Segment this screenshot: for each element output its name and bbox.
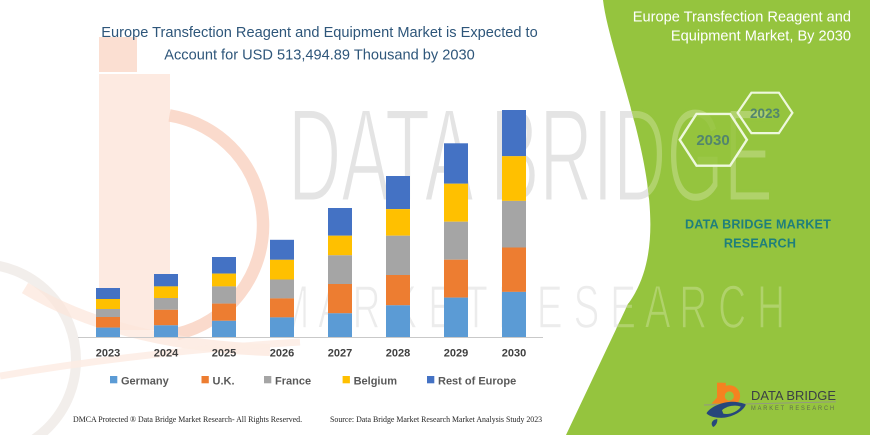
svg-text:2026: 2026 [270,348,294,360]
svg-text:Germany: Germany [121,376,170,388]
svg-text:Account for USD 513,494.89 Tho: Account for USD 513,494.89 Thousand by 2… [164,48,474,64]
svg-text:DATA BRIDGE: DATA BRIDGE [751,388,836,403]
svg-text:Europe Transfection Reagent an: Europe Transfection Reagent and [633,10,851,26]
svg-text:Belgium: Belgium [354,376,398,388]
svg-text:MARKET RESEARCH: MARKET RESEARCH [751,406,836,412]
svg-text:RESEARCH: RESEARCH [724,237,796,251]
svg-text:Equipment Market, By 2030: Equipment Market, By 2030 [671,29,851,45]
svg-text:2030: 2030 [696,132,729,149]
svg-text:Europe Transfection Reagent an: Europe Transfection Reagent and Equipmen… [101,25,537,41]
svg-text:Source: Data Bridge Market Res: Source: Data Bridge Market Research Mark… [330,415,542,424]
svg-text:2029: 2029 [444,348,468,360]
svg-text:2023: 2023 [96,348,120,360]
svg-text:DATA BRIDGE MARKET: DATA BRIDGE MARKET [685,218,831,232]
svg-text:DMCA Protected ® Data Bridge M: DMCA Protected ® Data Bridge Market Rese… [73,415,302,424]
svg-text:2023: 2023 [750,106,781,121]
svg-text:2027: 2027 [328,348,352,360]
svg-text:Rest of Europe: Rest of Europe [438,376,516,388]
svg-text:2030: 2030 [502,348,526,360]
svg-text:U.K.: U.K. [213,376,235,388]
svg-text:2024: 2024 [154,348,179,360]
svg-text:2028: 2028 [386,348,410,360]
svg-text:2025: 2025 [212,348,236,360]
svg-text:DATA BRIDGE: DATA BRIDGE [288,82,773,230]
svg-text:France: France [275,376,311,388]
